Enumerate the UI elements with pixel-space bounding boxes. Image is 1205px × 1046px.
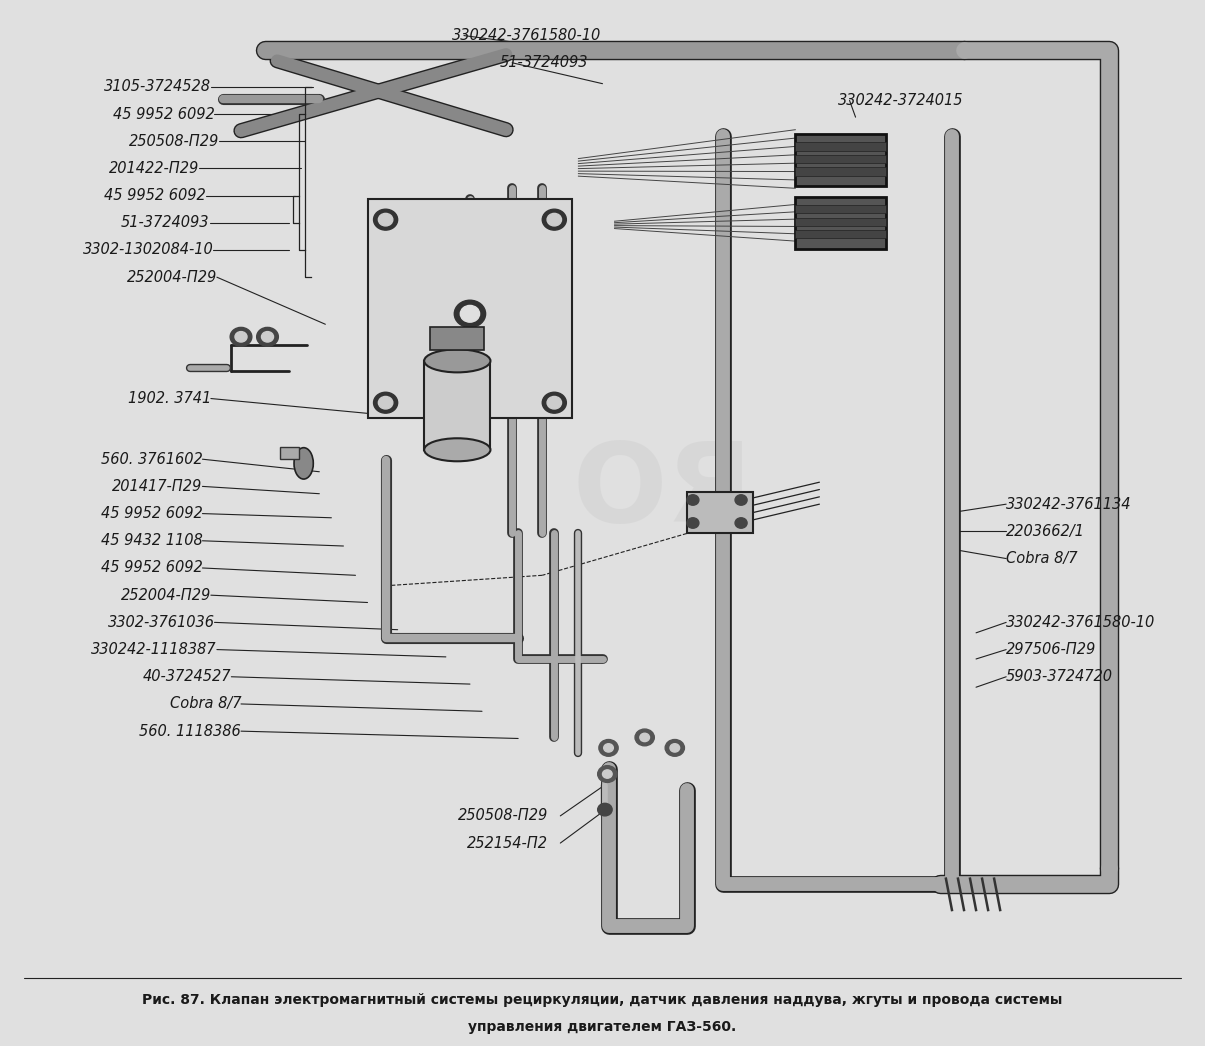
Circle shape (374, 209, 398, 230)
Circle shape (261, 332, 274, 342)
Circle shape (602, 770, 612, 778)
Bar (424, 361, 490, 450)
Bar (795, 197, 886, 249)
Bar (795, 134, 886, 186)
Bar (795, 167, 886, 176)
Circle shape (374, 392, 398, 413)
Text: 45 9952 6092: 45 9952 6092 (101, 561, 202, 575)
Text: 45 9432 1108: 45 9432 1108 (101, 533, 202, 548)
Circle shape (547, 213, 562, 226)
Circle shape (598, 803, 612, 816)
Bar (430, 327, 484, 350)
Text: 252004-П29: 252004-П29 (127, 270, 217, 285)
Text: 3105-3724528: 3105-3724528 (104, 79, 211, 94)
Ellipse shape (294, 448, 313, 479)
Text: управления двигателем ГАЗ-560.: управления двигателем ГАЗ-560. (469, 1020, 736, 1034)
Text: 297506-П29: 297506-П29 (1006, 642, 1097, 657)
Circle shape (670, 744, 680, 752)
Bar (368, 199, 572, 418)
Text: 250508-П29: 250508-П29 (129, 134, 219, 149)
Bar (795, 205, 886, 213)
Ellipse shape (424, 438, 490, 461)
Circle shape (687, 518, 699, 528)
Text: 330242-1118387: 330242-1118387 (92, 642, 217, 657)
Circle shape (604, 744, 613, 752)
Bar (795, 230, 886, 238)
Text: 330242-3724015: 330242-3724015 (837, 93, 963, 108)
Text: 3302-1302084-10: 3302-1302084-10 (82, 243, 213, 257)
Text: 51-3724093: 51-3724093 (500, 55, 588, 70)
Circle shape (547, 396, 562, 409)
Circle shape (735, 495, 747, 505)
Text: 330242-3761580-10: 330242-3761580-10 (452, 28, 601, 43)
Bar (795, 142, 886, 151)
Circle shape (598, 766, 617, 782)
Text: Рис. 87. Клапан электромагнитный системы рециркуляции, датчик давления наддува, : Рис. 87. Клапан электромагнитный системы… (142, 993, 1063, 1007)
Text: 45 9952 6092: 45 9952 6092 (113, 107, 214, 121)
Circle shape (735, 518, 747, 528)
Circle shape (542, 392, 566, 413)
Text: 330242-3761134: 330242-3761134 (1006, 497, 1131, 511)
Text: 51-3724093: 51-3724093 (122, 215, 210, 230)
Circle shape (378, 396, 393, 409)
Circle shape (378, 213, 393, 226)
Text: ОЯ: ОЯ (572, 438, 753, 545)
Circle shape (640, 733, 649, 742)
Text: 201417-П29: 201417-П29 (112, 479, 202, 494)
Bar (280, 447, 299, 459)
Text: 1902. 3741: 1902. 3741 (128, 391, 211, 406)
Bar (795, 155, 886, 163)
Text: 201422-П29: 201422-П29 (108, 161, 199, 176)
Text: 45 9952 6092: 45 9952 6092 (105, 188, 206, 203)
Circle shape (230, 327, 252, 346)
Text: 5903-3724720: 5903-3724720 (1006, 669, 1113, 684)
Text: Cobra 8/7: Cobra 8/7 (170, 697, 241, 711)
Text: Cobra 8/7: Cobra 8/7 (1006, 551, 1077, 566)
Circle shape (542, 209, 566, 230)
Text: 40-3724527: 40-3724527 (143, 669, 231, 684)
Circle shape (665, 740, 684, 756)
Circle shape (635, 729, 654, 746)
Circle shape (460, 305, 480, 322)
Text: 560. 3761602: 560. 3761602 (101, 452, 202, 467)
Text: 45 9952 6092: 45 9952 6092 (101, 506, 202, 521)
Text: 2203662/1: 2203662/1 (1006, 524, 1084, 539)
Bar (687, 492, 753, 533)
Bar (795, 218, 886, 226)
Circle shape (235, 332, 247, 342)
Ellipse shape (424, 349, 490, 372)
Text: 250508-П29: 250508-П29 (458, 809, 548, 823)
Text: 252154-П2: 252154-П2 (468, 836, 548, 850)
Text: 3302-3761036: 3302-3761036 (107, 615, 214, 630)
Circle shape (599, 740, 618, 756)
Text: 252004-П29: 252004-П29 (120, 588, 211, 602)
Circle shape (257, 327, 278, 346)
Circle shape (454, 300, 486, 327)
Text: 330242-3761580-10: 330242-3761580-10 (1006, 615, 1156, 630)
Text: 560. 1118386: 560. 1118386 (140, 724, 241, 738)
Circle shape (687, 495, 699, 505)
